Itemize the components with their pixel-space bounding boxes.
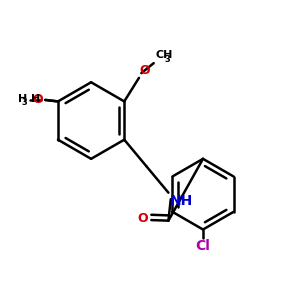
Text: NH: NH: [170, 194, 193, 208]
Text: Cl: Cl: [196, 239, 210, 253]
Text: CH: CH: [155, 50, 172, 60]
Text: 3: 3: [22, 98, 28, 107]
Text: O: O: [137, 212, 148, 225]
Text: H: H: [18, 94, 28, 104]
Text: O: O: [33, 93, 43, 106]
Text: O: O: [140, 64, 150, 77]
Text: 3: 3: [165, 55, 171, 64]
Text: H: H: [31, 94, 40, 104]
